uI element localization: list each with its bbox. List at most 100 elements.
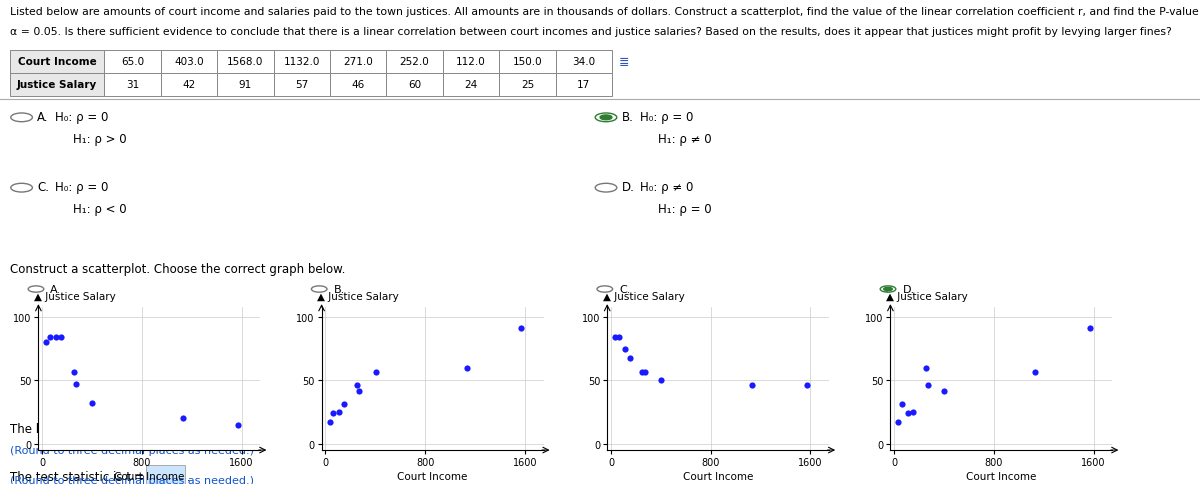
Point	[610, 334, 629, 342]
Text: 150.0: 150.0	[512, 57, 542, 67]
Point	[324, 409, 343, 417]
Point	[228, 421, 247, 429]
Point	[320, 419, 340, 426]
Text: 25: 25	[521, 80, 534, 90]
Text: 24: 24	[464, 80, 478, 90]
Text: 17: 17	[577, 80, 590, 90]
Text: 65.0: 65.0	[121, 57, 144, 67]
Text: 112.0: 112.0	[456, 57, 486, 67]
Bar	[330, 74, 386, 96]
Text: 1568.0: 1568.0	[227, 57, 264, 67]
Point	[935, 387, 954, 394]
Point	[347, 382, 366, 390]
Text: B.: B.	[622, 111, 634, 123]
Text: 1132.0: 1132.0	[283, 57, 320, 67]
Bar	[330, 51, 386, 74]
Bar	[10, 74, 104, 96]
Bar	[104, 51, 161, 74]
Point	[1026, 368, 1045, 376]
Text: C.: C.	[37, 181, 49, 194]
Text: (Round to three decimal places as needed.): (Round to three decimal places as needed…	[10, 445, 253, 455]
Text: D.: D.	[902, 285, 914, 294]
Point	[83, 399, 102, 407]
Text: ▲ Justice Salary: ▲ Justice Salary	[886, 292, 967, 302]
Text: 91: 91	[239, 80, 252, 90]
Point	[918, 382, 937, 390]
Bar	[146, 465, 185, 484]
Text: H₁: ρ > 0: H₁: ρ > 0	[73, 133, 127, 145]
Text: Justice Salary: Justice Salary	[17, 80, 97, 90]
Bar	[443, 51, 499, 74]
Point	[620, 354, 640, 362]
Point	[916, 364, 935, 372]
Circle shape	[595, 184, 617, 193]
Point	[1080, 325, 1099, 333]
Point	[743, 382, 762, 390]
Circle shape	[595, 114, 617, 122]
Text: 31: 31	[126, 80, 139, 90]
Point	[64, 368, 83, 376]
Bar	[217, 74, 274, 96]
Point	[652, 377, 671, 384]
Bar	[499, 74, 556, 96]
Bar	[386, 51, 443, 74]
X-axis label: Court Income: Court Income	[114, 471, 185, 481]
Bar	[217, 51, 274, 74]
Text: ▲ Justice Salary: ▲ Justice Salary	[602, 292, 684, 302]
Bar	[10, 51, 104, 74]
X-axis label: Court Income: Court Income	[966, 471, 1037, 481]
Text: Construct a scatterplot. Choose the correct graph below.: Construct a scatterplot. Choose the corr…	[10, 262, 344, 275]
Point	[335, 401, 354, 408]
Point	[899, 409, 918, 417]
Text: ≣: ≣	[619, 56, 630, 69]
Text: A.: A.	[37, 111, 49, 123]
Point	[797, 382, 816, 390]
Text: .: .	[226, 422, 229, 435]
Text: .: .	[187, 470, 191, 483]
Point	[889, 419, 908, 426]
Bar	[104, 74, 161, 96]
Point	[904, 408, 923, 416]
Point	[52, 334, 71, 342]
Text: ▲ Justice Salary: ▲ Justice Salary	[317, 292, 398, 302]
Text: ✔: ✔	[602, 114, 610, 122]
Text: Listed below are amounts of court income and salaries paid to the town justices.: Listed below are amounts of court income…	[10, 7, 1200, 17]
Text: C.: C.	[619, 285, 630, 294]
Point	[511, 325, 530, 333]
Point	[606, 334, 625, 342]
Circle shape	[11, 184, 32, 193]
Point	[41, 334, 60, 342]
Text: 271.0: 271.0	[343, 57, 373, 67]
X-axis label: Court Income: Court Income	[683, 471, 754, 481]
Bar	[499, 51, 556, 74]
Text: ✔: ✔	[884, 285, 890, 294]
Text: H₀: ρ = 0: H₀: ρ = 0	[55, 181, 108, 194]
Text: H₀: ρ = 0: H₀: ρ = 0	[55, 111, 108, 123]
Point	[366, 368, 385, 376]
Text: 46: 46	[352, 80, 365, 90]
Text: H₀: ρ ≠ 0: H₀: ρ ≠ 0	[640, 181, 692, 194]
Point	[616, 345, 635, 353]
Point	[893, 401, 912, 408]
Text: A.: A.	[50, 285, 61, 294]
Point	[66, 380, 85, 388]
Text: ▲ Justice Salary: ▲ Justice Salary	[34, 292, 115, 302]
Bar	[274, 51, 330, 74]
Circle shape	[600, 116, 612, 121]
Text: 34.0: 34.0	[572, 57, 595, 67]
Text: α = 0.05. Is there sufficient evidence to conclude that there is a linear correl: α = 0.05. Is there sufficient evidence t…	[10, 27, 1171, 37]
Text: B.: B.	[334, 285, 344, 294]
Text: D.: D.	[622, 181, 635, 194]
Text: 252.0: 252.0	[400, 57, 430, 67]
Point	[37, 339, 56, 347]
Bar	[161, 51, 217, 74]
Text: Court Income: Court Income	[18, 57, 96, 67]
Text: 57: 57	[295, 80, 308, 90]
Point	[457, 364, 476, 372]
Text: H₁: ρ ≠ 0: H₁: ρ ≠ 0	[658, 133, 712, 145]
Bar	[274, 74, 330, 96]
Bar	[161, 74, 217, 96]
Point	[47, 334, 66, 342]
Bar	[556, 74, 612, 96]
Text: (Round to three decimal places as needed.): (Round to three decimal places as needed…	[10, 475, 253, 484]
